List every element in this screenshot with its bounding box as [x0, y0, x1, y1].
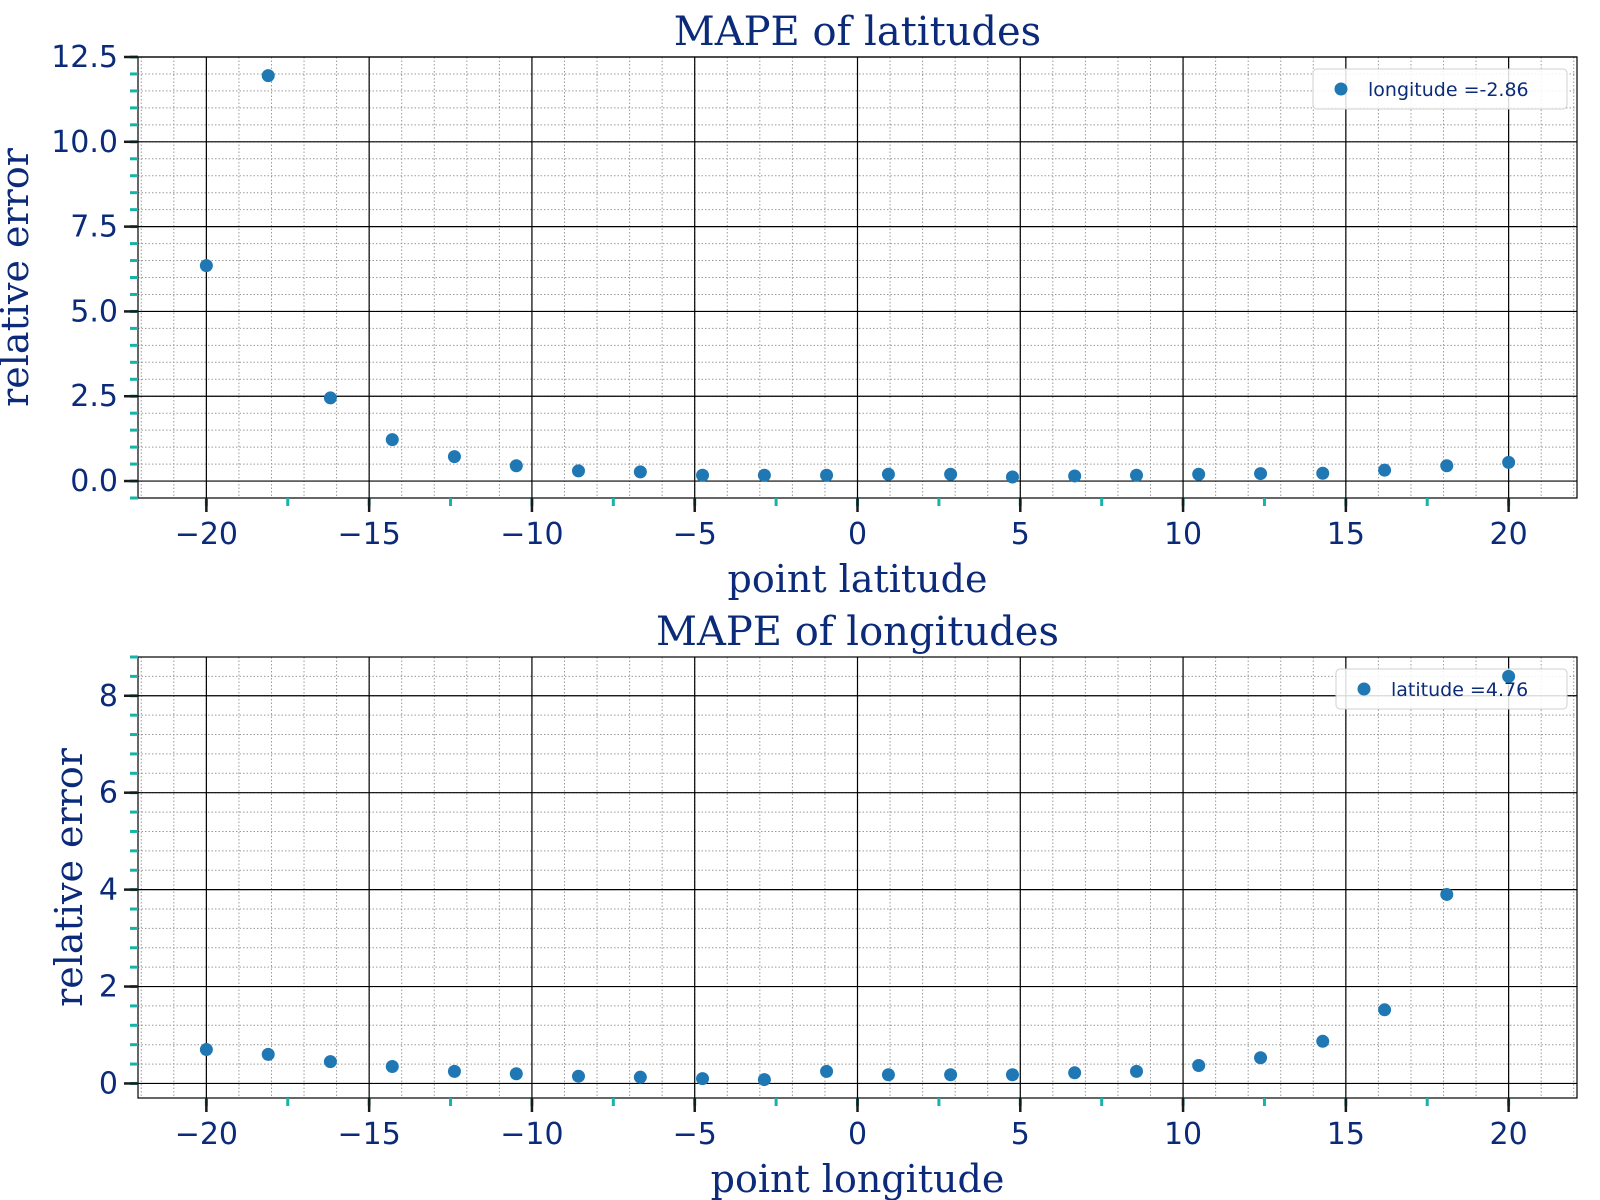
x-tick-label: −10 — [500, 1117, 563, 1152]
y-tick-label: 6 — [99, 776, 118, 811]
data-point — [944, 1068, 958, 1082]
y-tick-label: 2 — [99, 970, 118, 1005]
data-point — [633, 1070, 647, 1084]
data-point — [820, 468, 834, 482]
data-point — [1005, 470, 1019, 484]
axis-ticks — [124, 655, 1511, 1112]
x-tick-label: 5 — [1011, 517, 1030, 552]
data-point — [1130, 1064, 1144, 1078]
data-point — [385, 1060, 399, 1073]
legend-label: longitude =-2.86 — [1368, 79, 1529, 101]
y-tick-label: 0.0 — [70, 464, 118, 499]
chart-title: MAPE of latitudes — [674, 9, 1041, 55]
major-grid — [138, 56, 1577, 498]
data-point — [1068, 1066, 1082, 1080]
data-point — [696, 468, 710, 482]
x-tick-label: −15 — [337, 517, 400, 552]
data-point — [199, 259, 213, 273]
x-tick-label: −10 — [500, 517, 563, 552]
data-point — [1502, 455, 1516, 469]
data-point — [323, 1055, 337, 1069]
x-tick-label: −20 — [175, 517, 238, 552]
data-point — [1254, 467, 1268, 481]
data-point — [757, 1073, 771, 1087]
x-tick-label: −5 — [673, 1117, 717, 1152]
data-point — [199, 1043, 213, 1057]
y-tick-label: 12.5 — [51, 40, 118, 75]
x-tick-label: 0 — [848, 517, 867, 552]
subplot-2: −20 −15 −10 −5 0 5 10 15 20 0 2 4 6 8 MAPE of longitud… — [47, 609, 1578, 1200]
data-point — [881, 1068, 895, 1082]
data-point — [261, 1047, 275, 1061]
data-point — [820, 1064, 834, 1078]
x-tick-label: 5 — [1011, 1117, 1030, 1152]
legend: longitude =-2.86 — [1312, 68, 1568, 110]
y-tick-label: 8 — [99, 679, 118, 714]
data-point — [1005, 1068, 1019, 1082]
data-point — [757, 468, 771, 482]
y-axis-label: relative error — [47, 747, 91, 1007]
subplot-1: −20 −15 −10 −5 0 5 10 15 20 0.0 2.5 5.0 7.5 10.0 12.5 M… — [0, 9, 1578, 601]
data-point — [1254, 1051, 1268, 1065]
data-point — [571, 464, 585, 478]
x-tick-label: −5 — [673, 517, 717, 552]
y-tick-label: 4 — [99, 873, 118, 908]
series-points — [199, 69, 1516, 484]
x-tick-label: 20 — [1490, 517, 1528, 552]
data-point — [1068, 469, 1082, 483]
y-axis-label: relative error — [0, 147, 37, 407]
data-point — [1440, 459, 1454, 473]
legend: latitude =4.76 — [1335, 668, 1568, 710]
data-point — [1378, 463, 1392, 477]
x-tick-label: 10 — [1164, 1117, 1202, 1152]
data-point — [447, 1064, 461, 1078]
legend-label: latitude =4.76 — [1391, 679, 1528, 701]
data-point — [447, 450, 461, 464]
data-point — [571, 1069, 585, 1083]
axis-ticks — [124, 55, 1511, 512]
data-point — [1130, 468, 1144, 482]
data-point — [261, 69, 275, 83]
legend-marker — [1334, 82, 1348, 96]
y-tick-label: 2.5 — [70, 379, 118, 414]
data-point — [1440, 887, 1454, 901]
data-point — [1192, 1059, 1206, 1073]
y-tick-label: 0 — [99, 1066, 118, 1101]
x-tick-label: 10 — [1164, 517, 1202, 552]
data-point — [881, 467, 895, 481]
legend-marker — [1357, 682, 1371, 696]
series-points — [199, 669, 1516, 1087]
data-point — [1502, 669, 1516, 683]
y-tick-label: 10.0 — [51, 125, 118, 160]
chart-title: MAPE of longitudes — [656, 609, 1059, 655]
x-tick-label: 15 — [1327, 1117, 1365, 1152]
data-point — [1316, 1034, 1330, 1048]
data-point — [1316, 466, 1330, 480]
data-point — [944, 467, 958, 481]
data-point — [1192, 467, 1206, 481]
data-point — [633, 465, 647, 479]
data-point — [509, 1067, 523, 1081]
y-tick-label: 5.0 — [70, 294, 118, 329]
data-point — [385, 433, 399, 447]
major-grid — [138, 657, 1577, 1098]
x-axis-label: point latitude — [728, 557, 988, 601]
x-tick-label: 15 — [1327, 517, 1365, 552]
data-point — [323, 391, 337, 405]
legend-box — [1312, 68, 1568, 110]
x-tick-label: −15 — [337, 1117, 400, 1152]
x-tick-label: −20 — [175, 1117, 238, 1152]
y-tick-label: 7.5 — [70, 210, 118, 245]
data-point — [1378, 1003, 1392, 1017]
x-tick-label: 0 — [848, 1117, 867, 1152]
data-point — [696, 1072, 710, 1086]
x-tick-label: 20 — [1490, 1117, 1528, 1152]
x-axis-label: point longitude — [711, 1157, 1005, 1200]
data-point — [509, 459, 523, 473]
